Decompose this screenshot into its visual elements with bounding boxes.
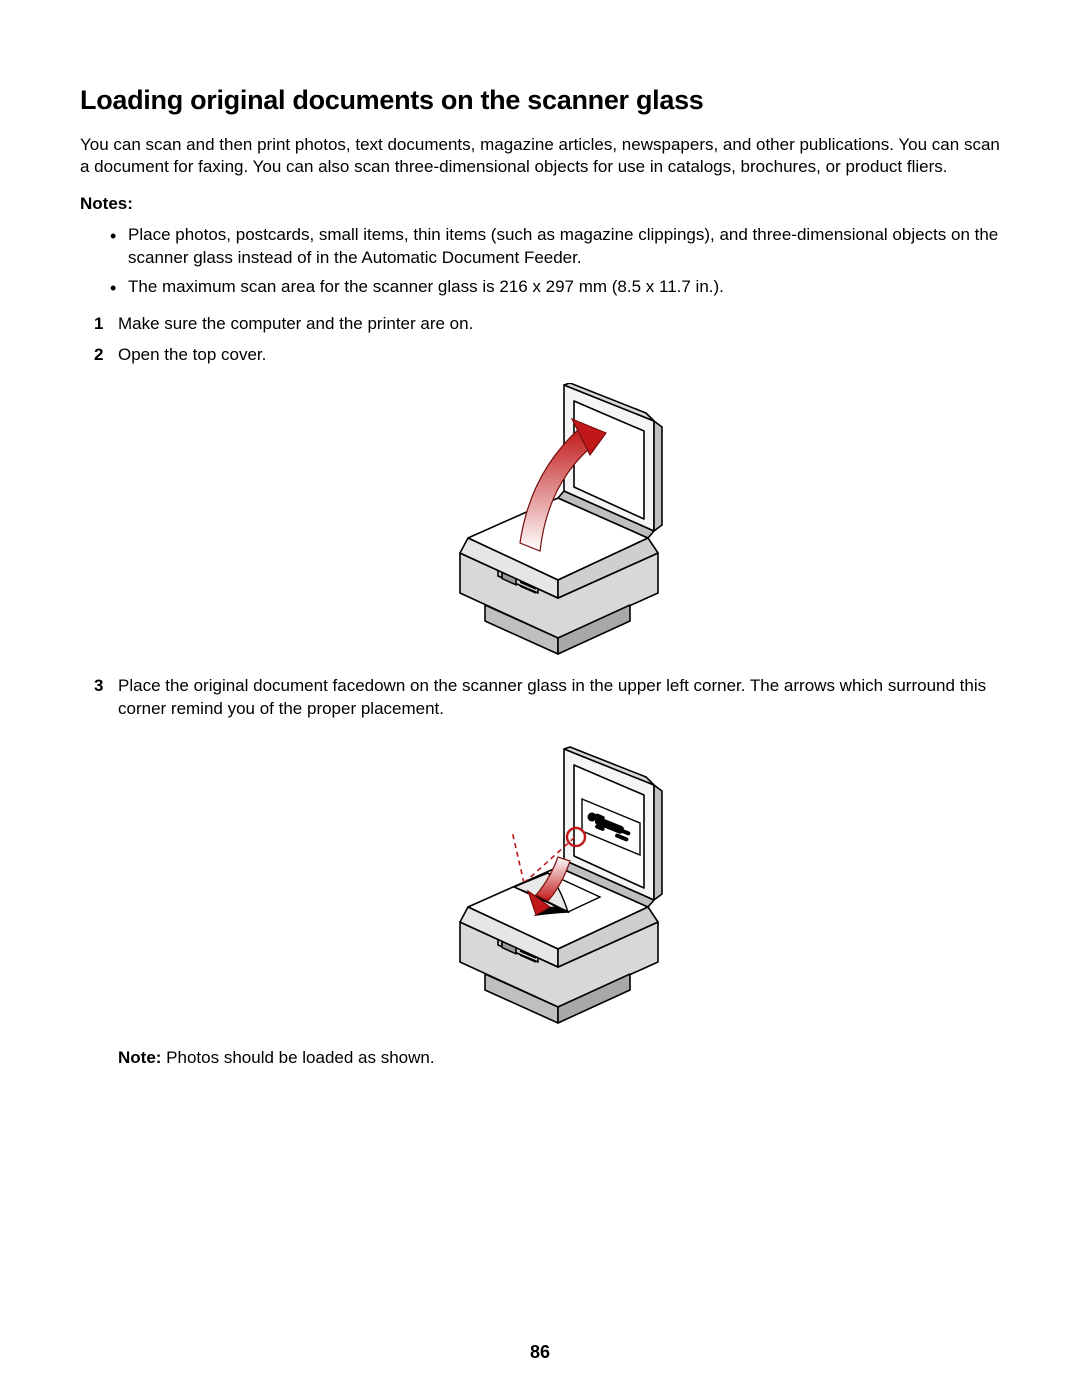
step-text: Open the top cover. <box>118 345 266 364</box>
page-number: 86 <box>0 1342 1080 1363</box>
step-item: 2 Open the top cover. <box>94 344 1000 655</box>
figure-open-cover <box>118 383 1000 655</box>
figure-place-document <box>118 737 1000 1027</box>
manual-page: Loading original documents on the scanne… <box>0 0 1080 1397</box>
step-number: 1 <box>94 313 103 336</box>
printer-open-cover-icon <box>440 383 678 655</box>
note-bold-label: Note: <box>118 1048 161 1067</box>
note-item: Place photos, postcards, small items, th… <box>110 224 1000 270</box>
step-number: 3 <box>94 675 103 698</box>
steps-list: 1 Make sure the computer and the printer… <box>94 313 1000 1070</box>
intro-paragraph: You can scan and then print photos, text… <box>80 134 1000 178</box>
step-item: 3 Place the original document facedown o… <box>94 675 1000 1070</box>
step-item: 1 Make sure the computer and the printer… <box>94 313 1000 336</box>
step-text: Make sure the computer and the printer a… <box>118 314 473 333</box>
step-inline-note: Note: Photos should be loaded as shown. <box>118 1047 1000 1070</box>
notes-heading: Notes: <box>80 194 1000 214</box>
step-text: Place the original document facedown on … <box>118 676 986 718</box>
step-number: 2 <box>94 344 103 367</box>
note-item: The maximum scan area for the scanner gl… <box>110 276 1000 299</box>
notes-list: Place photos, postcards, small items, th… <box>110 224 1000 299</box>
printer-place-document-icon <box>440 737 678 1027</box>
note-text: Photos should be loaded as shown. <box>161 1048 434 1067</box>
page-title: Loading original documents on the scanne… <box>80 85 1000 116</box>
